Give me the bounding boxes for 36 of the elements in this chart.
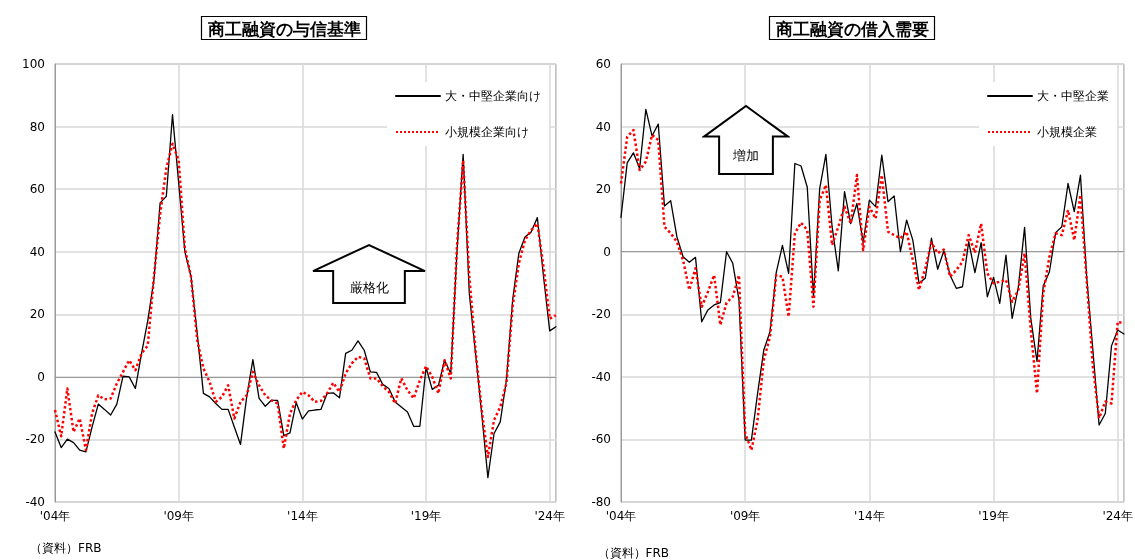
legend-label: 小規模企業向け <box>445 125 529 139</box>
chart-title: 商工融資の与信基準 <box>206 18 361 39</box>
x-tick-label: '14年 <box>287 509 318 523</box>
x-tick-label: '09年 <box>729 509 760 523</box>
text: （資料）FRB <box>597 545 669 560</box>
x-tick-label: '14年 <box>853 509 885 523</box>
x-tick-label: '04年 <box>605 509 636 523</box>
chart-title: 商工融資の借入需要 <box>774 18 928 39</box>
annotation: 厳格化 <box>349 280 389 296</box>
y-tick-label: -40 <box>590 369 611 384</box>
y-tick-label: -60 <box>590 432 611 447</box>
x-tick-label: '09年 <box>163 509 194 523</box>
x-tick-label: '24年 <box>1101 509 1133 523</box>
x-tick-label: '19年 <box>410 509 442 523</box>
y-tick-label: 100 <box>22 57 45 71</box>
y-tick-label: -20 <box>590 307 611 322</box>
y-tick-label: 40 <box>29 244 45 259</box>
y-tick-label: 20 <box>29 307 45 322</box>
y-tick-label: 0 <box>602 244 611 259</box>
legend-label: 大・中堅企業 <box>1036 89 1109 103</box>
y-tick-label: 60 <box>595 57 611 71</box>
y-tick-label: 40 <box>595 119 611 134</box>
y-tick-label: -80 <box>590 495 611 509</box>
text: （資料）FRB <box>30 540 102 557</box>
y-tick-label: 0 <box>37 369 45 384</box>
x-tick-label: '04年 <box>39 509 71 523</box>
legend-label: 小規模企業 <box>1036 125 1097 139</box>
y-tick-label: 60 <box>29 182 45 197</box>
y-tick-label: -20 <box>25 432 45 447</box>
x-tick-label: '24年 <box>534 509 565 523</box>
legend-label: 大・中堅企業向け <box>445 89 541 103</box>
x-tick-label: '19年 <box>977 509 1009 523</box>
annotation: 増加 <box>731 148 759 164</box>
y-tick-label: 20 <box>595 182 611 197</box>
y-tick-label: -40 <box>25 495 45 509</box>
y-tick-label: 80 <box>29 119 45 134</box>
